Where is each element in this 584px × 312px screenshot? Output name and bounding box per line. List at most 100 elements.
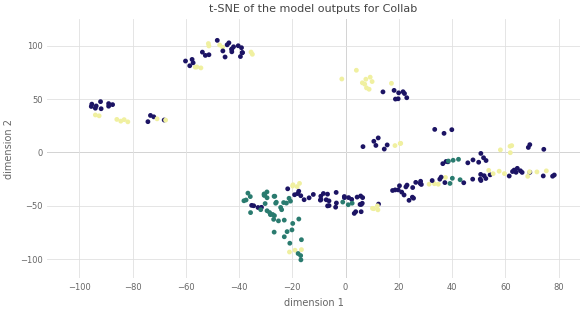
Point <box>286 199 295 204</box>
Point <box>525 142 534 147</box>
Point <box>269 194 279 199</box>
Point <box>404 198 413 203</box>
Point <box>416 182 426 187</box>
Point <box>512 170 521 175</box>
Point <box>479 155 488 160</box>
Point <box>351 209 360 214</box>
Point <box>367 79 377 84</box>
Point <box>317 197 326 202</box>
Point <box>516 168 525 173</box>
Point <box>236 54 245 59</box>
Point <box>444 158 453 163</box>
Point <box>356 193 366 198</box>
Point <box>479 173 489 178</box>
Point <box>430 127 439 132</box>
Point <box>247 203 256 208</box>
Point <box>399 193 409 197</box>
Point <box>296 253 305 258</box>
Point <box>262 195 272 200</box>
Point <box>204 52 214 57</box>
Point <box>475 177 485 182</box>
Point <box>269 230 279 235</box>
Point <box>224 40 234 45</box>
Point <box>259 193 269 198</box>
Point <box>433 182 443 187</box>
Point <box>91 106 100 111</box>
Point <box>361 77 370 82</box>
Point <box>474 160 484 165</box>
Point <box>323 192 332 197</box>
Point <box>246 194 255 199</box>
Point <box>488 171 498 176</box>
Point <box>246 50 256 55</box>
Point <box>277 207 286 212</box>
Point <box>285 241 294 246</box>
Point <box>396 141 405 146</box>
Point <box>96 106 106 111</box>
Point <box>388 188 397 193</box>
Point <box>322 197 331 202</box>
Point <box>271 201 280 206</box>
Point <box>476 178 485 183</box>
Point <box>374 202 383 207</box>
Point <box>373 203 382 208</box>
Point <box>259 192 269 197</box>
Point <box>517 170 527 175</box>
Point <box>505 173 514 178</box>
Point <box>446 181 455 186</box>
Point <box>449 158 458 163</box>
Point <box>143 119 152 124</box>
Point <box>506 150 515 155</box>
Point <box>108 102 117 107</box>
Point <box>440 180 450 185</box>
Point <box>270 213 279 218</box>
Point <box>476 151 485 156</box>
Point <box>300 197 309 202</box>
Point <box>364 87 374 92</box>
Point <box>454 157 463 162</box>
Point <box>391 188 400 193</box>
Point <box>395 183 404 188</box>
Point <box>227 49 237 54</box>
Point <box>398 89 408 94</box>
Point <box>397 190 406 195</box>
Point <box>239 198 249 203</box>
Point <box>400 91 409 96</box>
Point <box>550 173 559 178</box>
Point <box>87 102 96 107</box>
Point <box>542 168 551 173</box>
Point <box>340 194 349 199</box>
Point <box>319 191 328 196</box>
Point <box>513 166 522 171</box>
Point <box>507 143 516 148</box>
Point <box>234 43 243 48</box>
Point <box>257 205 266 210</box>
Point <box>352 68 361 73</box>
Point <box>95 113 104 118</box>
Point <box>402 95 412 100</box>
Point <box>402 183 412 188</box>
Point <box>383 143 392 148</box>
Point <box>223 42 232 47</box>
Point <box>294 189 304 194</box>
Point <box>238 50 247 55</box>
Point <box>249 203 258 208</box>
Point <box>149 114 158 119</box>
Point <box>268 212 277 217</box>
Point <box>241 197 251 202</box>
Point <box>283 229 292 234</box>
Point <box>248 52 257 57</box>
Point <box>86 104 96 109</box>
Point <box>337 76 346 81</box>
Point <box>196 66 206 71</box>
Point <box>280 234 289 239</box>
Point <box>220 55 230 60</box>
Point <box>394 90 404 95</box>
Point <box>468 158 478 163</box>
Point <box>357 202 366 207</box>
Point <box>331 205 340 210</box>
Point <box>112 117 121 122</box>
Point <box>343 202 353 207</box>
Point <box>204 41 213 46</box>
Point <box>374 135 383 140</box>
